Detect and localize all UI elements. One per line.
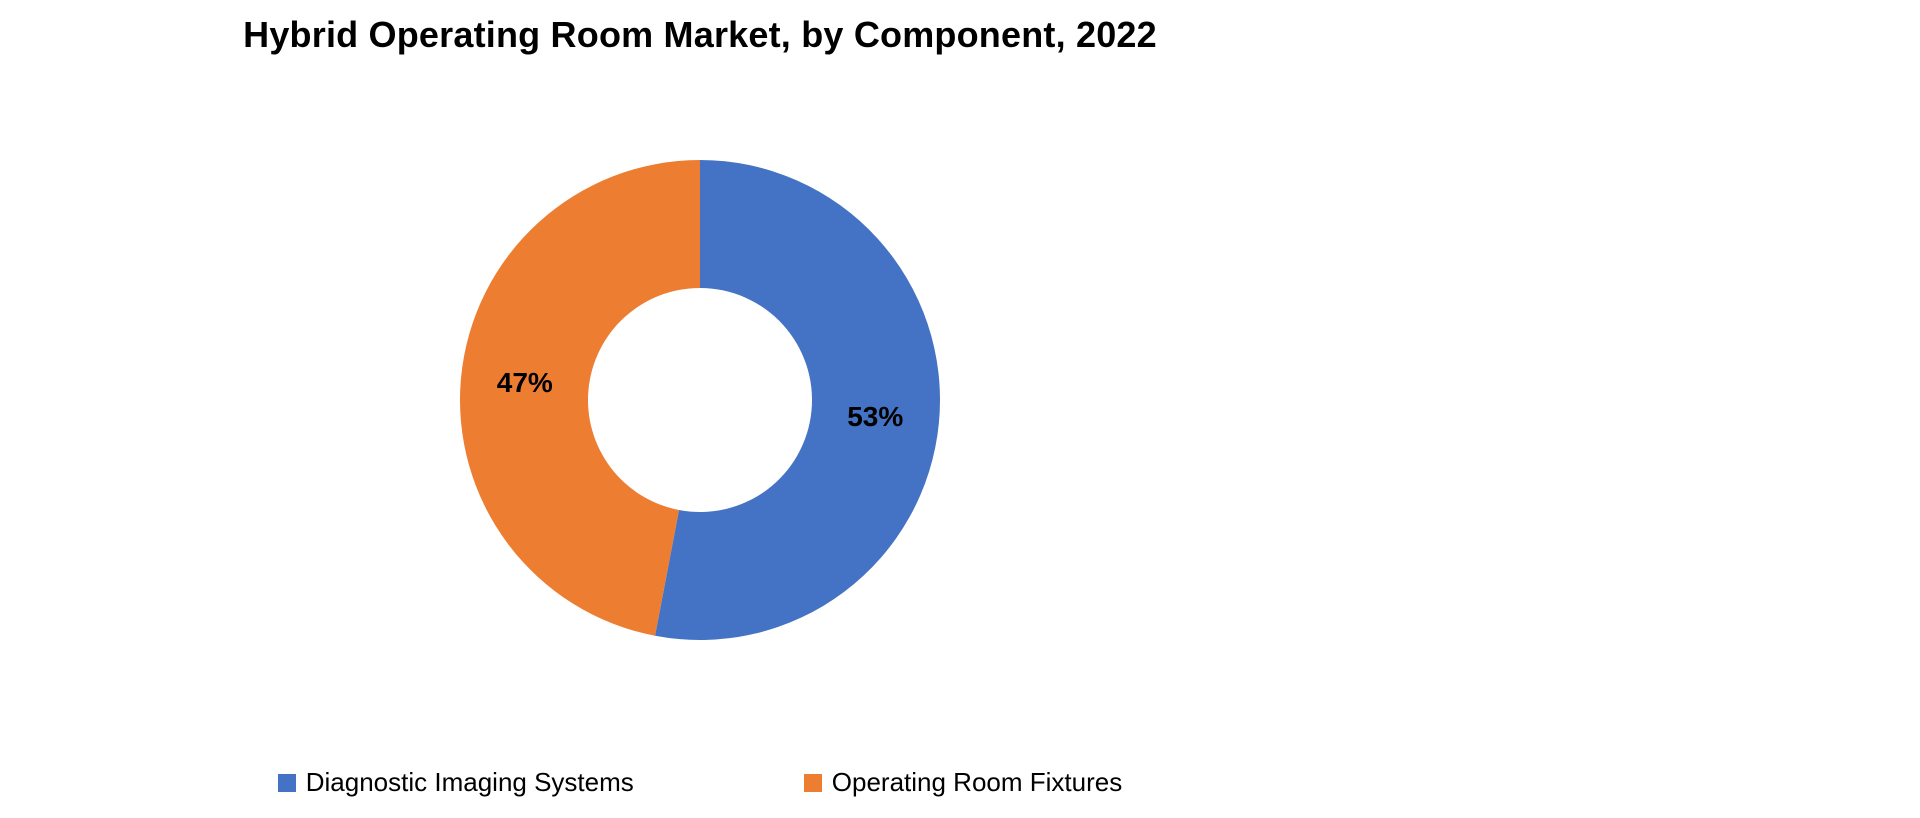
chart-title: Hybrid Operating Room Market, by Compone… <box>0 12 1400 57</box>
legend-swatch <box>804 774 822 792</box>
legend-label: Diagnostic Imaging Systems <box>306 767 634 798</box>
legend: Diagnostic Imaging Systems Operating Room… <box>0 767 1400 798</box>
slice-label: 47% <box>497 367 553 399</box>
slice-label: 53% <box>847 401 903 433</box>
legend-item: Operating Room Fixtures <box>804 767 1122 798</box>
donut-chart: 53% 47% <box>0 120 1400 680</box>
chart-container: Hybrid Operating Room Market, by Compone… <box>0 0 1920 818</box>
legend-item: Diagnostic Imaging Systems <box>278 767 634 798</box>
legend-label: Operating Room Fixtures <box>832 767 1122 798</box>
legend-swatch <box>278 774 296 792</box>
